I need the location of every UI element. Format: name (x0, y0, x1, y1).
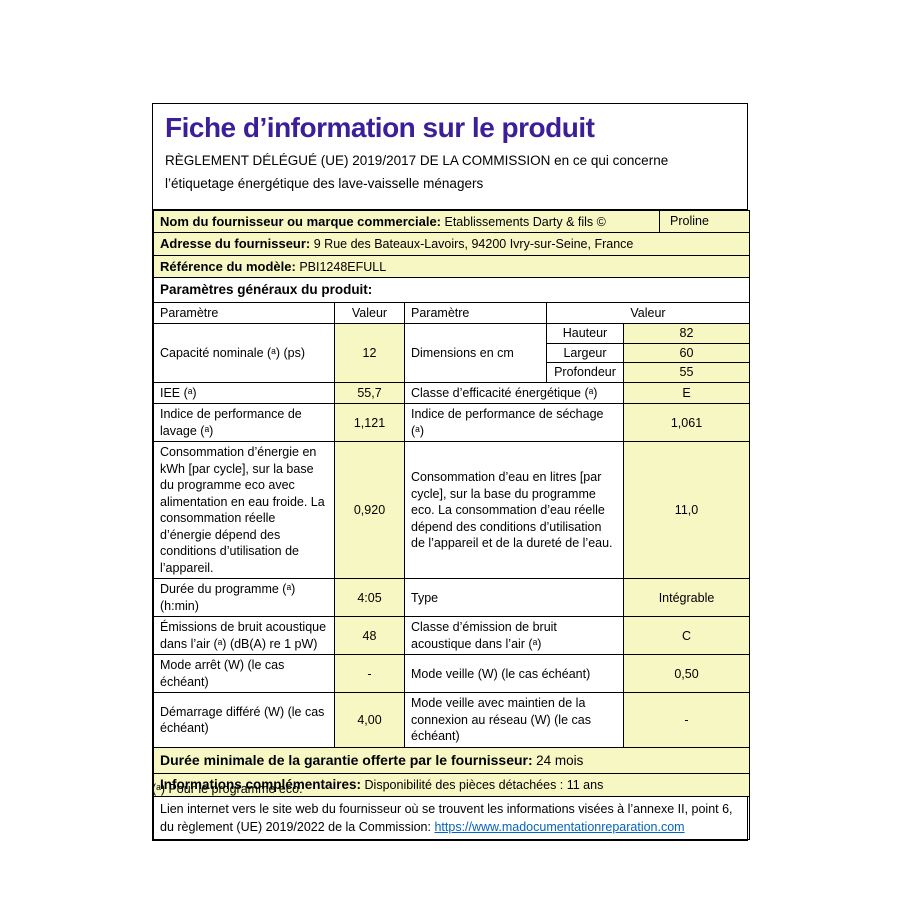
product-information-sheet: Fiche d’information sur le produit RÈGLE… (152, 103, 751, 841)
parameter-value: 48 (334, 616, 405, 656)
dimensions-label: Dimensions en cm (404, 323, 547, 383)
page-title: Fiche d’information sur le produit (165, 112, 595, 143)
brand-value: Proline (670, 214, 709, 229)
parameter-label: Démarrage différé (W) (le cas échéant) (153, 692, 335, 748)
dimension-height-value: 82 (622, 323, 751, 344)
dimension-depth-row: Profondeur 55 (154, 362, 751, 383)
header-value-left: Valeur (334, 301, 405, 325)
supplier-name-row: Nom du fournisseur ou marque commerciale… (152, 209, 751, 234)
parameter-label: Mode veille avec maintien de la connexio… (404, 692, 624, 748)
parameter-value: 1,121 (334, 403, 405, 443)
brand-cell: Proline (659, 210, 749, 233)
parameter-label: Classe d’émission de bruit acoustique da… (404, 616, 624, 656)
warranty-label: Durée minimale de la garantie offerte pa… (160, 751, 533, 768)
dimension-depth-value: 55 (622, 362, 751, 383)
general-parameters-heading: Paramètres généraux du produit: (152, 277, 751, 303)
dimension-depth-label: Profondeur (546, 362, 624, 383)
parameter-label: Classe d’efficacité énergétique (ᵃ) (404, 381, 624, 405)
supplier-link-row: Lien internet vers le site web du fourni… (152, 795, 751, 840)
parameter-label: IEE (ᵃ) (153, 381, 335, 405)
dimension-width-label: Largeur (546, 342, 624, 364)
model-reference-row: Référence du modèle: PBI1248EFULL (152, 254, 751, 279)
parameter-label: Mode veille (W) (le cas échéant) (404, 654, 624, 694)
additional-info-value: Disponibilité des pièces détachées : 11 … (364, 777, 604, 792)
parameter-row-off-standby: Mode arrêt (W) (le cas échéant) - Mode v… (153, 654, 751, 694)
model-reference-value: PBI1248EFULL (299, 259, 387, 274)
parameter-row-consumption: Consommation d’énergie en kWh [par cycle… (153, 441, 751, 580)
parameter-label: Consommation d’énergie en kWh [par cycle… (153, 441, 335, 580)
supplier-address-cell: Adresse du fournisseur: 9 Rue des Bateau… (152, 232, 751, 256)
parameter-row-duration-type: Durée du programme (ᵃ) (h:min) 4:05 Type… (153, 578, 751, 618)
parameter-row-iee: IEE (ᵃ) 55,7 Classe d’efficacité énergét… (153, 381, 751, 405)
supplier-address-row: Adresse du fournisseur: 9 Rue des Bateau… (152, 232, 751, 256)
regulation-subtitle: RÈGLEMENT DÉLÉGUÉ (UE) 2019/2017 DE LA C… (165, 152, 669, 191)
parameter-value: Intégrable (622, 578, 751, 618)
parameter-label: Indice de performance de lavage (ᵃ) (153, 403, 335, 443)
parameter-row-performance: Indice de performance de lavage (ᵃ) 1,12… (153, 403, 751, 443)
parameter-value: E (622, 381, 751, 405)
supplier-name-label: Nom du fournisseur ou marque commerciale… (160, 213, 442, 229)
parameter-value: 4:05 (334, 578, 405, 618)
header-parameter-right: Paramètre (404, 301, 547, 325)
parameter-value: - (622, 692, 751, 748)
parameter-label: Indice de performance de séchage (ᵃ) (404, 403, 624, 443)
dimension-width-value: 60 (622, 342, 751, 364)
dimension-width-row: Largeur 60 (154, 342, 751, 364)
supplier-address-value: 9 Rue des Bateaux-Lavoirs, 94200 Ivry-su… (313, 237, 634, 252)
product-parameters-table: Nom du fournisseur ou marque commerciale… (152, 209, 751, 840)
supplier-link-text: Lien internet vers le site web du fourni… (160, 801, 733, 834)
warranty-value: 24 mois (536, 752, 584, 768)
footnote-eco-programme: (ᵃ) Pour le programme eco. (152, 782, 303, 796)
parameter-label: Émissions de bruit acoustique dans l’air… (153, 616, 335, 656)
capacity-dimensions-row: Capacité nominale (ᵃ) (ps) 12 Dimensions… (153, 323, 751, 383)
parameter-label: Type (404, 578, 624, 618)
parameter-label: Consommation d’eau en litres [par cycle]… (404, 441, 624, 580)
parameter-label: Mode arrêt (W) (le cas échéant) (153, 654, 335, 694)
parameter-value: C (622, 616, 751, 656)
supplier-name-value: Etablissements Darty & fils © (444, 214, 606, 229)
column-header-row: Paramètre Valeur Paramètre Valeur (153, 301, 751, 325)
capacity-value: 12 (334, 323, 405, 383)
warranty-cell: Durée minimale de la garantie offerte pa… (152, 746, 751, 774)
parameter-value: 11,0 (622, 441, 751, 580)
supplier-address-label: Adresse du fournisseur: (160, 236, 311, 252)
parameter-row-delayed-network: Démarrage différé (W) (le cas échéant) 4… (153, 692, 751, 748)
supplier-link-cell: Lien internet vers le site web du fourni… (152, 795, 751, 840)
warranty-row: Durée minimale de la garantie offerte pa… (152, 746, 751, 774)
dimension-height-label: Hauteur (546, 323, 624, 344)
capacity-label: Capacité nominale (ᵃ) (ps) (153, 323, 335, 383)
title-block: Fiche d’information sur le produit RÈGLE… (153, 104, 747, 210)
parameter-value: 0,920 (334, 441, 405, 580)
parameter-value: 0,50 (622, 654, 751, 694)
parameter-label: Durée du programme (ᵃ) (h:min) (153, 578, 335, 618)
header-parameter-left: Paramètre (153, 301, 335, 325)
parameter-value: 1,061 (622, 403, 751, 443)
header-value-right: Valeur (545, 301, 751, 325)
supplier-name-cell: Nom du fournisseur ou marque commerciale… (152, 209, 751, 234)
general-parameters-heading-row: Paramètres généraux du produit: (152, 277, 751, 303)
supplier-name-main: Nom du fournisseur ou marque commerciale… (154, 211, 659, 233)
parameter-row-noise: Émissions de bruit acoustique dans l’air… (153, 616, 751, 656)
parameter-value: 55,7 (334, 381, 405, 405)
supplier-website-link[interactable]: https://www.madocumentationreparation.co… (434, 819, 685, 834)
model-reference-label: Référence du modèle: (160, 258, 296, 274)
model-reference-cell: Référence du modèle: PBI1248EFULL (152, 254, 751, 279)
parameter-value: - (334, 654, 405, 694)
parameter-value: 4,00 (334, 692, 405, 748)
additional-info-label: Informations complémentaires: (160, 776, 362, 792)
